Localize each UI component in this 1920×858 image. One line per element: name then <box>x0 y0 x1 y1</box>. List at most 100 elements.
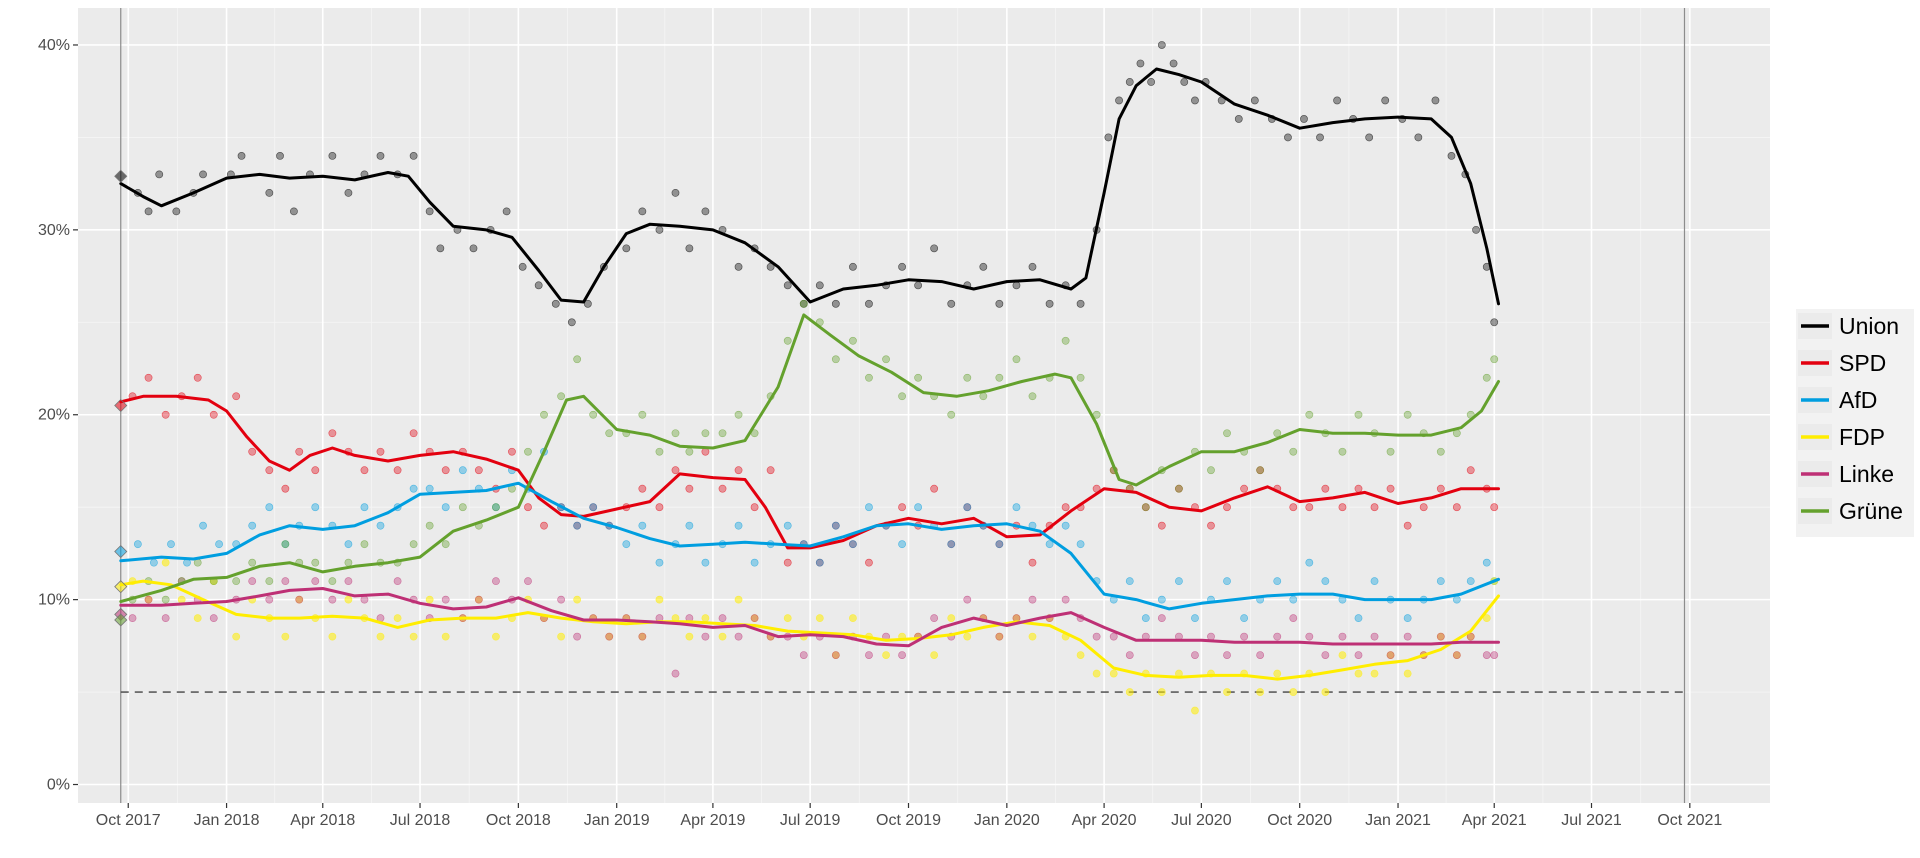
poll-point <box>248 447 257 456</box>
poll-point <box>1273 632 1282 641</box>
poll-point <box>199 170 207 179</box>
poll-point <box>898 392 906 401</box>
poll-point <box>638 632 647 641</box>
poll-point <box>947 540 956 549</box>
poll-point <box>1125 78 1134 86</box>
poll-point <box>638 207 647 216</box>
trend-line <box>119 579 1500 681</box>
poll-point <box>265 595 274 604</box>
poll-point <box>248 577 257 586</box>
poll-point <box>1256 651 1265 659</box>
poll-point <box>622 244 631 253</box>
election-result-marker <box>114 544 128 559</box>
poll-point <box>311 577 320 586</box>
poll-point <box>344 188 353 197</box>
poll-point <box>1109 669 1118 678</box>
poll-point <box>1223 429 1231 438</box>
poll-point <box>849 262 857 271</box>
poll-point <box>328 595 337 604</box>
poll-point <box>655 225 664 234</box>
poll-point <box>1234 115 1243 123</box>
poll-point <box>557 632 566 641</box>
poll-point <box>1354 484 1363 493</box>
poll-point <box>1028 262 1037 271</box>
poll-point <box>328 152 337 160</box>
poll-point <box>1092 632 1101 641</box>
poll-point <box>898 503 906 512</box>
poll-point <box>1482 558 1491 567</box>
poll-point <box>831 651 840 659</box>
poll-point <box>1147 78 1156 86</box>
poll-point <box>344 595 353 604</box>
poll-point <box>1169 59 1178 68</box>
poll-point <box>750 614 759 623</box>
poll-point <box>167 540 175 549</box>
poll-point <box>1386 651 1395 659</box>
poll-point <box>1338 447 1347 456</box>
poll-point <box>409 429 418 438</box>
poll-point <box>1436 484 1445 493</box>
poll-point <box>1223 577 1231 586</box>
poll-point <box>573 355 582 364</box>
legend-label: FDP <box>1839 424 1885 450</box>
poll-point <box>685 484 694 493</box>
poll-point <box>1381 96 1390 105</box>
poll-point <box>865 651 873 659</box>
x-tick-label: Apr 2020 <box>1072 812 1137 829</box>
poll-point <box>1370 503 1379 512</box>
poll-point <box>1125 651 1134 659</box>
trend-lines <box>119 67 1500 681</box>
poll-point <box>441 503 450 512</box>
poll-point <box>930 484 939 493</box>
poll-point <box>360 540 369 549</box>
poll-point <box>898 651 906 659</box>
poll-point <box>831 299 840 308</box>
poll-point <box>1436 447 1445 456</box>
poll-point <box>1490 651 1499 659</box>
poll-point <box>1256 466 1265 475</box>
poll-point <box>750 503 759 512</box>
poll-point <box>1431 96 1440 105</box>
poll-point <box>492 503 500 512</box>
poll-point <box>144 207 153 216</box>
poll-point <box>831 355 840 364</box>
y-tick-label: 0% <box>47 777 70 794</box>
poll-point <box>344 540 353 549</box>
poll-point <box>524 503 532 512</box>
poll-point <box>1414 133 1423 142</box>
poll-point <box>376 521 385 530</box>
poll-point <box>1338 503 1347 512</box>
poll-point <box>783 614 792 623</box>
poll-point <box>815 614 824 623</box>
x-tick-label: Jul 2021 <box>1561 812 1622 829</box>
poll-point <box>265 503 274 512</box>
poll-point <box>1240 614 1249 623</box>
poll-point <box>930 244 939 253</box>
poll-point <box>1386 447 1395 456</box>
poll-point <box>1157 41 1166 49</box>
election-result-marker <box>114 169 128 183</box>
poll-point <box>1061 595 1070 604</box>
poll-point <box>1076 373 1085 382</box>
poll-point <box>1316 133 1324 142</box>
y-tick-label: 40% <box>38 37 70 54</box>
poll-point <box>898 540 906 549</box>
poll-point <box>425 207 434 216</box>
poll-point <box>524 577 532 586</box>
x-tick-label: Oct 2017 <box>96 812 161 829</box>
poll-point <box>815 558 824 567</box>
poll-point <box>1012 355 1021 364</box>
poll-point <box>1482 651 1491 659</box>
poll-point <box>573 521 582 530</box>
poll-point <box>734 466 743 475</box>
poll-point <box>947 299 956 308</box>
poll-point <box>1386 484 1395 493</box>
poll-point <box>441 595 450 604</box>
legend-label: Grüne <box>1839 498 1903 524</box>
poll-point <box>441 540 450 549</box>
poll-point <box>995 373 1004 382</box>
trend-line <box>119 481 1500 611</box>
poll-point <box>1354 614 1363 623</box>
poll-point <box>1061 521 1070 530</box>
